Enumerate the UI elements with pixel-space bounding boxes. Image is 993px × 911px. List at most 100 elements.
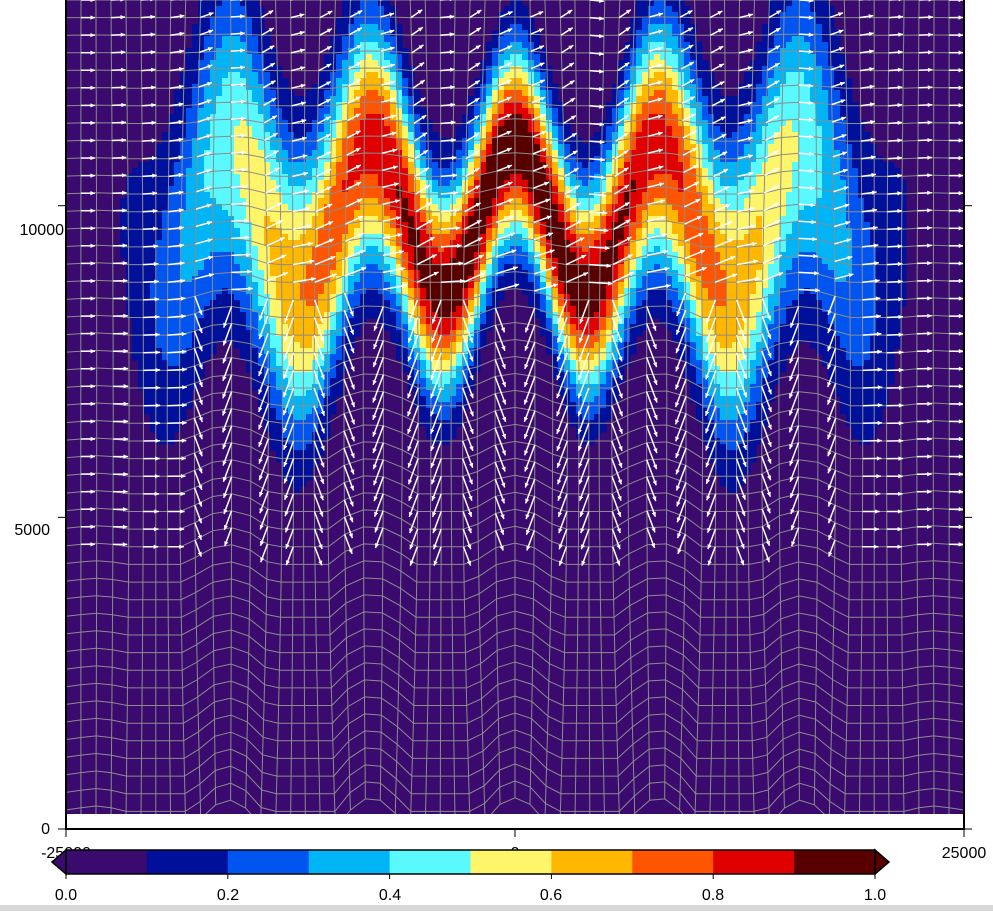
field-cell [210, 96, 217, 103]
field-cell [420, 198, 427, 205]
field-cell [294, 408, 301, 415]
field-cell [366, 234, 373, 241]
field-cell [180, 282, 187, 289]
field-cell [306, 282, 313, 289]
field-cell [138, 228, 145, 235]
field-cell [606, 228, 613, 235]
field-cell [372, 234, 379, 241]
field-cell [282, 144, 289, 151]
field-cell [552, 222, 559, 229]
field-cell [174, 234, 181, 241]
field-cell [582, 372, 589, 379]
field-cell [588, 168, 595, 175]
field-cell [258, 360, 265, 367]
field-cell [276, 378, 283, 385]
field-cell [396, 90, 403, 97]
field-cell [612, 264, 619, 271]
field-cell [492, 144, 499, 151]
field-cell [426, 426, 433, 433]
field-cell [516, 84, 523, 91]
field-cell [576, 264, 583, 271]
field-cell [174, 276, 181, 283]
field-cell [222, 30, 229, 37]
field-cell [282, 414, 289, 421]
field-cell [570, 384, 577, 391]
field-cell [216, 252, 223, 259]
field-cell [492, 42, 499, 49]
field-cell [150, 348, 157, 355]
field-cell [366, 288, 373, 295]
field-cell [264, 144, 271, 151]
field-cell [462, 306, 469, 313]
field-cell [252, 180, 259, 187]
field-cell [174, 210, 181, 217]
field-cell [456, 144, 463, 151]
field-cell [672, 60, 679, 67]
field-cell [288, 348, 295, 355]
field-cell [240, 120, 247, 127]
field-cell [246, 84, 253, 91]
field-cell [582, 150, 589, 157]
field-cell [246, 108, 253, 115]
field-cell [156, 294, 163, 301]
field-cell [402, 330, 409, 337]
field-cell [306, 396, 313, 403]
field-cell [348, 0, 355, 7]
field-cell [120, 216, 127, 223]
field-cell [462, 144, 469, 151]
field-cell [312, 360, 319, 367]
field-cell [462, 114, 469, 121]
field-cell [492, 132, 499, 139]
field-cell [168, 168, 175, 175]
field-cell [672, 120, 679, 127]
field-cell [636, 120, 643, 127]
field-cell [492, 150, 499, 157]
field-cell [162, 246, 169, 253]
field-cell [654, 282, 661, 289]
field-cell [654, 24, 661, 31]
field-cell [294, 132, 301, 139]
field-cell [234, 294, 241, 301]
field-cell [390, 90, 397, 97]
field-cell [390, 204, 397, 211]
field-cell [558, 216, 565, 223]
field-cell [270, 342, 277, 349]
field-cell [642, 306, 649, 313]
field-cell [618, 138, 625, 145]
field-cell [156, 348, 163, 355]
field-cell [666, 324, 673, 331]
field-cell [660, 72, 667, 79]
field-cell [378, 12, 385, 19]
field-cell [600, 294, 607, 301]
field-cell [132, 180, 139, 187]
field-cell [246, 150, 253, 157]
field-cell [282, 246, 289, 253]
field-cell [168, 426, 175, 433]
field-cell [246, 24, 253, 31]
field-cell [366, 294, 373, 301]
field-cell [540, 108, 547, 115]
field-cell [672, 276, 679, 283]
field-cell [246, 360, 253, 367]
field-cell [282, 78, 289, 85]
field-cell [294, 156, 301, 163]
field-cell [660, 306, 667, 313]
field-cell [624, 180, 631, 187]
field-cell [366, 42, 373, 49]
field-cell [636, 306, 643, 313]
field-cell [444, 144, 451, 151]
field-cell [348, 174, 355, 181]
field-cell [498, 222, 505, 229]
field-cell [138, 330, 145, 337]
field-cell [492, 234, 499, 241]
field-cell [456, 168, 463, 175]
field-cell [138, 216, 145, 223]
field-cell [510, 60, 517, 67]
field-cell [198, 354, 205, 361]
field-cell [156, 252, 163, 259]
field-cell [288, 294, 295, 301]
field-cell [486, 72, 493, 79]
field-cell [378, 192, 385, 199]
field-cell [150, 288, 157, 295]
